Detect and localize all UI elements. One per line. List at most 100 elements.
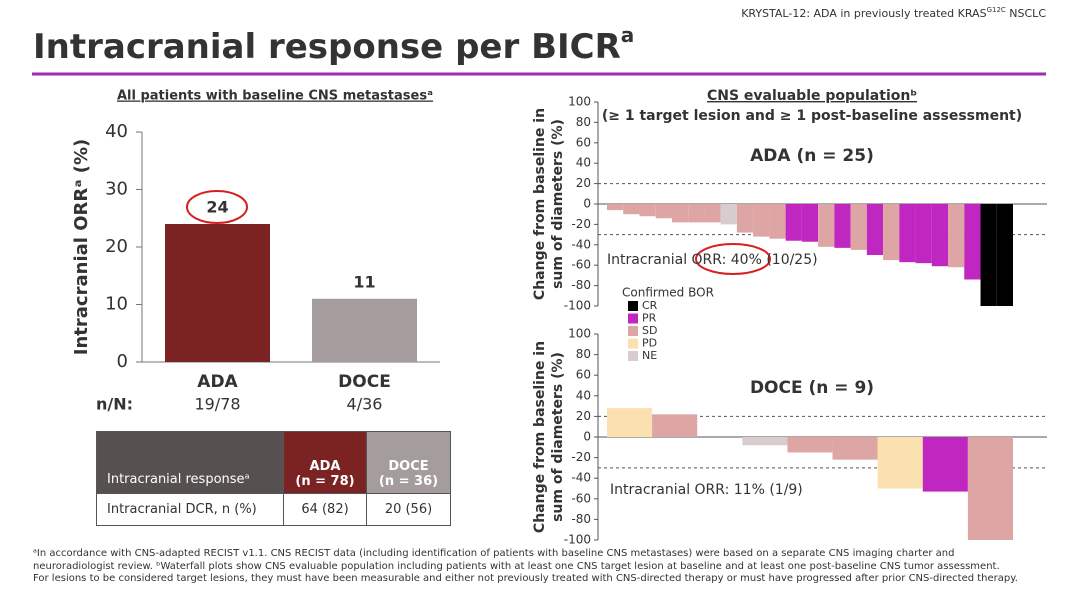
bar xyxy=(915,204,932,264)
annotation: Intracranial ORR: 11% (1/9) xyxy=(610,482,803,498)
bar xyxy=(967,437,1013,540)
footnotes: ᵃIn accordance with CNS-adapted RECIST v… xyxy=(33,548,1018,586)
legend-label: NE xyxy=(642,349,657,362)
y-tick-label: -20 xyxy=(571,450,591,464)
bar xyxy=(607,408,653,437)
bar xyxy=(948,204,965,268)
y-tick-label: 40 xyxy=(576,156,591,170)
legend-swatch xyxy=(628,326,638,336)
y-tick-label: 100 xyxy=(568,327,591,341)
bar xyxy=(753,204,770,237)
header-cell: DOCE (n = 36) xyxy=(366,431,451,494)
legend-label: PD xyxy=(642,337,657,350)
bar xyxy=(704,204,721,223)
bar xyxy=(931,204,949,267)
bar xyxy=(877,437,923,489)
bar xyxy=(787,437,833,453)
bar xyxy=(655,204,672,219)
y-tick-label: -80 xyxy=(571,512,591,526)
footnote: For lesions to be considered target lesi… xyxy=(33,573,1018,584)
header-cell: ADA (n = 78) xyxy=(283,431,367,494)
y-tick-label: -100 xyxy=(564,299,591,313)
y-tick-label: 0 xyxy=(117,351,128,372)
y-tick-label: 80 xyxy=(576,347,591,361)
row-label: n/N: xyxy=(96,395,133,414)
y-tick-label: 60 xyxy=(576,135,591,149)
bar xyxy=(922,437,968,492)
bar xyxy=(165,224,270,362)
y-tick-label: 40 xyxy=(105,121,128,142)
table-header: Intracranial responseᵃ ADA (n = 78) DOCE(… xyxy=(96,431,451,494)
slide-title: Intracranial response per BICRa xyxy=(33,23,634,67)
header-text: ADA xyxy=(309,459,341,474)
bar xyxy=(671,204,689,223)
slide-title-sup: a xyxy=(621,23,635,47)
row-value: 19/78 xyxy=(194,395,240,414)
chart-subtitle: All patients with baseline CNS metastase… xyxy=(117,89,433,104)
cell: 20 (56) xyxy=(366,493,451,526)
legend-swatch xyxy=(628,338,638,349)
cell: 64 (82) xyxy=(283,493,367,526)
bar xyxy=(769,204,786,239)
y-tick-label: 60 xyxy=(576,368,591,382)
y-tick-label: 40 xyxy=(576,388,591,402)
bar xyxy=(652,414,698,437)
chart-title: ADA (n = 25) xyxy=(750,146,874,166)
bar xyxy=(639,204,656,217)
bar xyxy=(688,204,705,223)
y-tick-label: 10 xyxy=(105,294,128,315)
legend-label: CR xyxy=(642,299,658,312)
y-tick-label: 100 xyxy=(568,95,591,109)
y-tick-label: -60 xyxy=(571,491,591,505)
bar xyxy=(964,204,981,280)
response-table: Intracranial responseᵃ ADA (n = 78) DOCE(… xyxy=(96,431,451,526)
footnote: ᵃIn accordance with CNS-adapted RECIST v… xyxy=(33,548,955,559)
highlight-circle xyxy=(186,190,248,224)
bar xyxy=(623,204,640,215)
top-line: KRYSTAL-12: ADA in previously treated KR… xyxy=(741,6,1046,20)
bar xyxy=(883,204,900,261)
header-cell: Intracranial responseᵃ xyxy=(96,431,284,494)
top-line-text: NSCLC xyxy=(1006,7,1047,20)
legend-title: Confirmed BOR xyxy=(622,286,714,300)
x-tick-label: ADA xyxy=(197,372,238,392)
slide-title-text: Intracranial response per BICR xyxy=(33,27,621,67)
bar xyxy=(899,204,916,263)
bar xyxy=(720,204,737,225)
y-tick-label: 0 xyxy=(583,197,591,211)
bar xyxy=(866,204,884,255)
bar xyxy=(996,204,1013,306)
y-tick-label: -40 xyxy=(571,237,591,251)
row-label: Intracranial DCR, n (%) xyxy=(96,493,284,526)
bar xyxy=(832,437,878,460)
bar xyxy=(850,204,867,250)
bar xyxy=(801,204,819,242)
row-value: 4/36 xyxy=(347,395,383,414)
top-line-text: KRYSTAL-12: ADA in previously treated KR… xyxy=(741,7,986,20)
top-line-sup: G12C xyxy=(987,6,1006,14)
y-tick-label: 20 xyxy=(576,176,591,190)
legend-swatch xyxy=(628,351,638,361)
bar xyxy=(818,204,835,247)
header-text: DOCE xyxy=(388,459,429,474)
y-axis-label: Change from baseline in xyxy=(532,341,548,533)
bar xyxy=(607,204,624,211)
header-text: (n = 78) xyxy=(295,474,355,489)
value-label: 11 xyxy=(353,272,375,291)
legend-swatch xyxy=(628,313,638,324)
y-tick-label: -20 xyxy=(571,217,591,231)
panel-heading: CNS evaluable populationᵇ xyxy=(707,88,917,104)
y-tick-label: 80 xyxy=(576,115,591,129)
y-tick-label: -100 xyxy=(564,533,591,547)
bar xyxy=(736,204,754,233)
y-axis-label: sum of diameters (%) xyxy=(550,119,566,289)
y-tick-label: 20 xyxy=(105,236,128,257)
bar xyxy=(785,204,802,241)
footnote: neuroradiologist review. ᵇWaterfall plot… xyxy=(33,560,1000,572)
chart-title: DOCE (n = 9) xyxy=(750,378,874,398)
y-axis-label: Change from baseline in xyxy=(532,108,548,300)
y-tick-label: 0 xyxy=(583,430,591,444)
y-tick-label: 30 xyxy=(105,179,128,200)
